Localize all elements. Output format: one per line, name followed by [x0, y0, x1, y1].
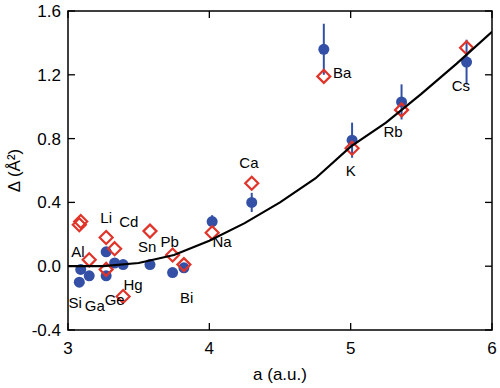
element-label: Bi — [180, 289, 193, 306]
element-label: Na — [212, 233, 232, 250]
y-tick — [485, 266, 492, 267]
element-label: Si — [68, 294, 81, 311]
diamond-point — [245, 177, 258, 190]
element-label: Ca — [239, 154, 259, 171]
element-label: Pb — [161, 233, 179, 250]
x-tick-label: 3 — [63, 339, 72, 358]
y-tick — [68, 138, 75, 139]
diamond-point — [177, 258, 190, 271]
y-tick — [68, 74, 75, 75]
circle-point — [167, 267, 178, 278]
x-tick — [209, 323, 210, 330]
element-label: Li — [100, 209, 112, 226]
element-label: Ba — [333, 64, 352, 81]
y-tick — [485, 74, 492, 75]
x-tick — [209, 11, 210, 18]
fit-curve — [68, 32, 492, 266]
x-tick-label: 4 — [205, 339, 214, 358]
plot-area — [68, 24, 492, 303]
element-label: K — [346, 162, 356, 179]
chart: 3 4 5 6 -0.4 0.0 0.4 0.8 1.2 1.6 a (a.u.) Δ (Å²) Al S… — [0, 0, 500, 388]
plot-frame — [68, 11, 492, 330]
y-tick-label: 1.6 — [37, 2, 61, 21]
diamond-point — [73, 218, 86, 231]
diamond-point — [108, 242, 121, 255]
element-label: Sn — [138, 238, 156, 255]
element-label: Cd — [119, 213, 138, 230]
circle-point — [318, 44, 329, 55]
y-tick-label: 0.0 — [37, 257, 61, 276]
diamond-point — [100, 231, 113, 244]
x-tick-label: 6 — [487, 339, 496, 358]
diamond-point — [317, 70, 330, 83]
x-tick — [350, 323, 351, 330]
element-label: Hg — [123, 276, 142, 293]
circle-point — [74, 277, 85, 288]
y-tick-label: -0.4 — [32, 321, 61, 340]
y-tick-label: 0.4 — [37, 193, 61, 212]
x-tick-label: 5 — [346, 339, 355, 358]
y-tick — [68, 202, 75, 203]
y-tick-label: 0.8 — [37, 130, 61, 149]
element-label: Rb — [383, 123, 402, 140]
y-tick — [485, 202, 492, 203]
circle-point — [84, 270, 95, 281]
y-tick — [485, 138, 492, 139]
element-label: Cs — [452, 77, 470, 94]
circle-point — [246, 197, 257, 208]
x-axis-title: a (a.u.) — [253, 365, 307, 384]
element-label: Ge — [105, 291, 125, 308]
diamond-point — [460, 41, 473, 54]
x-tick — [350, 11, 351, 18]
element-label: Ga — [85, 297, 106, 314]
y-tick-label: 1.2 — [37, 66, 61, 85]
diamond-point — [143, 225, 156, 238]
diamond-point — [83, 253, 96, 266]
element-label: Al — [71, 243, 84, 260]
y-axis-title: Δ (Å²) — [5, 149, 24, 192]
